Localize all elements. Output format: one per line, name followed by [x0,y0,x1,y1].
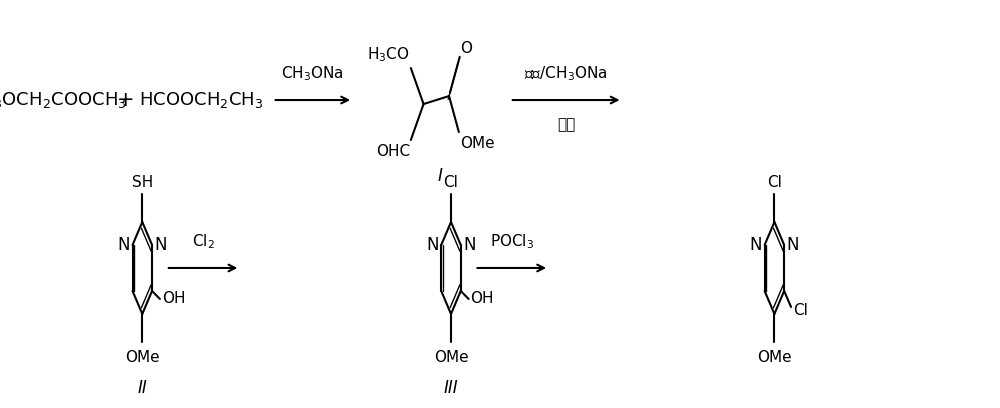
Text: II: II [137,379,147,397]
Text: O: O [460,41,472,56]
Text: POCl$_3$: POCl$_3$ [490,233,534,251]
Text: +: + [117,90,134,110]
Text: HCOOCH$_2$CH$_3$: HCOOCH$_2$CH$_3$ [139,90,263,110]
Text: Cl: Cl [767,175,782,190]
Text: SH: SH [132,175,153,190]
Text: 硫脲/CH$_3$ONa: 硫脲/CH$_3$ONa [524,64,608,83]
Text: H$_3$CO: H$_3$CO [367,45,410,64]
Text: N: N [155,236,167,254]
Text: OMe: OMe [434,350,468,365]
Text: N: N [463,236,476,254]
Text: OH: OH [162,291,185,306]
Text: OHC: OHC [376,144,410,159]
Text: Cl: Cl [793,304,808,319]
Text: N: N [426,236,439,254]
Text: N: N [118,236,130,254]
Text: CH$_3$OCH$_2$COOCH$_3$: CH$_3$OCH$_2$COOCH$_3$ [0,90,127,110]
Text: I: I [438,167,443,185]
Text: Cl$_2$: Cl$_2$ [192,233,214,251]
Text: Cl: Cl [444,175,458,190]
Text: OH: OH [471,291,494,306]
Text: OMe: OMe [460,136,494,151]
Text: CH$_3$ONa: CH$_3$ONa [281,64,344,83]
Text: III: III [444,379,458,397]
Text: 甲醇: 甲醇 [557,117,575,132]
Text: N: N [787,236,799,254]
Text: OMe: OMe [757,350,792,365]
Text: N: N [750,236,762,254]
Text: OMe: OMe [125,350,160,365]
